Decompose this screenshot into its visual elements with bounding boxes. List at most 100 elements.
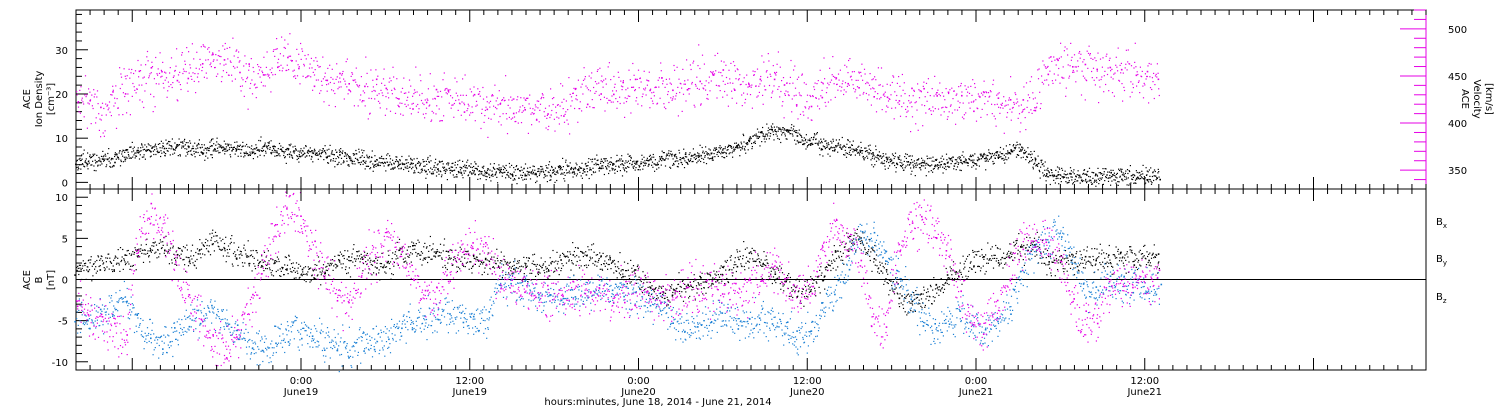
density-sample bbox=[866, 155, 868, 157]
bx-sample bbox=[91, 265, 93, 267]
velocity-sample bbox=[1053, 73, 1055, 75]
velocity-sample bbox=[466, 110, 468, 112]
density-sample bbox=[185, 155, 187, 157]
density-point bbox=[288, 153, 291, 156]
velocity-sample bbox=[922, 125, 924, 127]
density-sample bbox=[108, 160, 110, 162]
density-sample bbox=[893, 162, 895, 164]
density-sample bbox=[1139, 171, 1141, 174]
velocity-point bbox=[858, 87, 860, 89]
velocity-sample bbox=[164, 71, 166, 73]
density-sample bbox=[795, 132, 797, 134]
bx-sample bbox=[120, 260, 122, 263]
velocity-sample bbox=[932, 106, 934, 108]
density-sample bbox=[632, 166, 634, 168]
velocity-sample bbox=[999, 107, 1002, 109]
bx-point bbox=[847, 250, 850, 252]
density-sample bbox=[602, 162, 605, 164]
density-sample bbox=[858, 152, 860, 154]
density-sample bbox=[945, 166, 947, 168]
velocity-sample bbox=[922, 85, 924, 87]
bx-sample bbox=[118, 262, 120, 264]
density-sample bbox=[777, 137, 779, 140]
density-sample bbox=[969, 155, 971, 158]
bx-point bbox=[376, 267, 378, 269]
density-sample bbox=[415, 166, 417, 168]
density-tick-label: 0 bbox=[62, 178, 68, 189]
density-sample bbox=[724, 148, 726, 150]
velocity-sample bbox=[196, 51, 198, 53]
density-sample bbox=[697, 156, 699, 158]
velocity-sample bbox=[495, 100, 497, 102]
bx-sample bbox=[261, 255, 263, 257]
velocity-sample bbox=[1046, 66, 1048, 68]
velocity-sample bbox=[901, 106, 903, 108]
density-sample bbox=[739, 155, 741, 157]
velocity-sample bbox=[998, 106, 1000, 108]
density-sample bbox=[781, 134, 783, 136]
velocity-sample bbox=[307, 54, 309, 56]
density-sample bbox=[659, 159, 662, 161]
density-sample bbox=[158, 151, 160, 153]
density-sample bbox=[356, 153, 358, 155]
density-sample bbox=[143, 156, 145, 158]
density-sample bbox=[601, 165, 603, 167]
velocity-point bbox=[911, 87, 913, 90]
density-sample bbox=[384, 162, 386, 164]
density-sample bbox=[788, 129, 790, 131]
density-sample bbox=[309, 151, 311, 153]
density-sample bbox=[298, 153, 300, 156]
density-sample bbox=[966, 162, 968, 164]
velocity-sample bbox=[684, 80, 686, 82]
velocity-sample bbox=[595, 90, 597, 93]
density-sample bbox=[213, 149, 215, 151]
density-sample bbox=[761, 141, 763, 143]
velocity-sample bbox=[862, 93, 864, 95]
density-sample bbox=[973, 162, 975, 164]
velocity-sample bbox=[758, 85, 760, 87]
density-sample bbox=[993, 162, 995, 164]
velocity-sample bbox=[474, 120, 476, 122]
velocity-sample bbox=[793, 69, 795, 71]
velocity-sample bbox=[766, 70, 768, 72]
density-sample bbox=[809, 138, 811, 140]
density-sample bbox=[926, 155, 928, 157]
density-sample bbox=[1054, 182, 1056, 184]
density-sample bbox=[987, 160, 989, 162]
density-sample bbox=[961, 162, 963, 164]
density-sample bbox=[664, 165, 667, 167]
density-sample bbox=[1006, 159, 1008, 161]
density-sample bbox=[289, 145, 291, 147]
velocity-sample bbox=[570, 105, 572, 107]
density-sample bbox=[1109, 177, 1111, 179]
density-sample bbox=[593, 163, 595, 166]
density-sample bbox=[840, 144, 842, 146]
density-sample bbox=[347, 155, 349, 157]
density-sample bbox=[1080, 176, 1082, 178]
velocity-sample bbox=[268, 74, 270, 76]
density-sample bbox=[308, 149, 310, 151]
density-sample bbox=[623, 168, 625, 170]
velocity-sample bbox=[184, 60, 186, 62]
density-sample bbox=[675, 156, 678, 158]
velocity-sample bbox=[109, 111, 111, 113]
density-sample bbox=[779, 127, 781, 129]
density-sample bbox=[1005, 153, 1007, 155]
velocity-sample bbox=[253, 71, 255, 73]
density-sample bbox=[1152, 171, 1154, 173]
velocity-sample bbox=[1032, 98, 1034, 100]
velocity-sample bbox=[83, 116, 85, 118]
density-sample bbox=[140, 150, 142, 152]
velocity-point bbox=[613, 93, 615, 96]
velocity-sample bbox=[346, 86, 348, 88]
density-sample bbox=[616, 154, 618, 156]
velocity-sample bbox=[1048, 57, 1050, 59]
bx-sample bbox=[210, 239, 212, 241]
velocity-sample bbox=[298, 66, 300, 68]
density-point bbox=[460, 172, 463, 174]
density-sample bbox=[204, 159, 206, 161]
bx-sample bbox=[151, 249, 154, 251]
velocity-sample bbox=[132, 82, 134, 85]
velocity-sample bbox=[942, 106, 944, 108]
velocity-sample bbox=[1041, 81, 1043, 83]
